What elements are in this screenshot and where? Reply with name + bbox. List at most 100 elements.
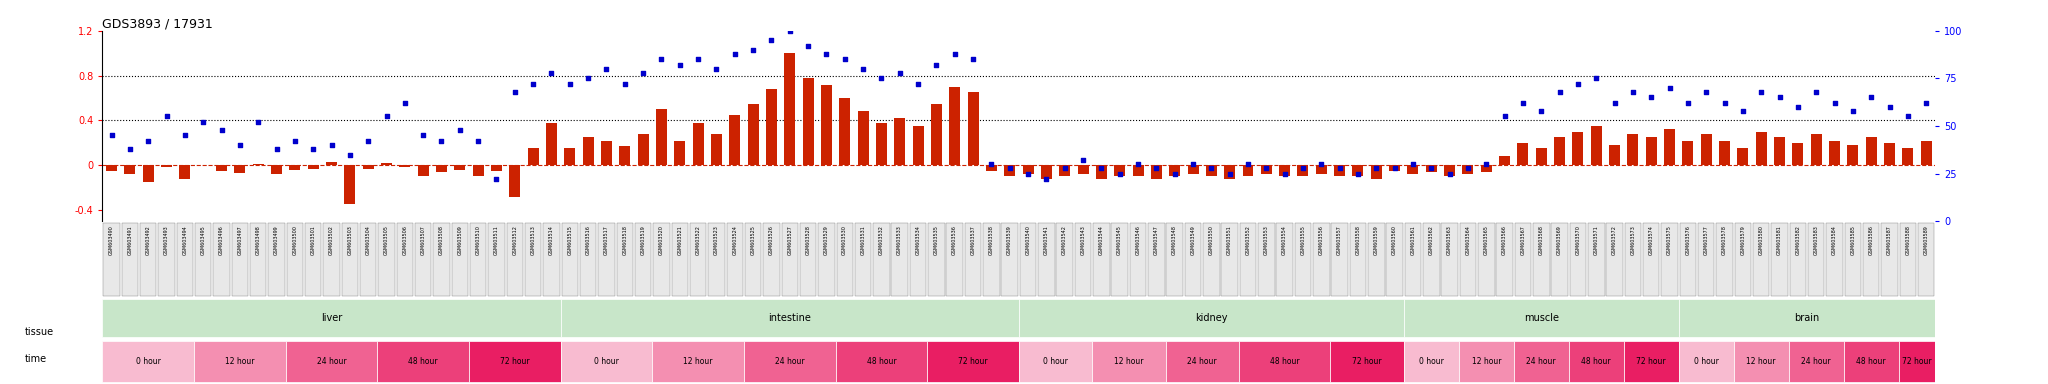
FancyBboxPatch shape (1882, 223, 1898, 296)
Text: GSM603565: GSM603565 (1485, 225, 1489, 255)
FancyBboxPatch shape (965, 223, 981, 296)
Bar (399, 165, 410, 167)
Point (901, 81, 934, 87)
Text: 0 hour: 0 hour (1694, 357, 1718, 366)
Bar (1481, 165, 1491, 172)
FancyBboxPatch shape (416, 223, 432, 296)
Point (1012, 170, 1044, 177)
Bar (1554, 137, 1565, 165)
FancyBboxPatch shape (1716, 223, 1733, 296)
Text: GSM603561: GSM603561 (1411, 225, 1415, 255)
Text: 24 hour: 24 hour (1526, 357, 1556, 366)
Bar (1151, 165, 1161, 179)
FancyBboxPatch shape (1679, 341, 1735, 382)
Point (1415, 165, 1448, 171)
FancyBboxPatch shape (543, 223, 559, 296)
Text: GSM603495: GSM603495 (201, 225, 205, 255)
Bar (1518, 143, 1528, 165)
Text: GSM603547: GSM603547 (1153, 225, 1159, 255)
FancyBboxPatch shape (854, 223, 870, 296)
Bar (289, 165, 301, 170)
Text: GSM603520: GSM603520 (659, 225, 664, 255)
Point (1470, 161, 1503, 167)
Text: GSM603539: GSM603539 (1008, 225, 1012, 255)
Bar (1022, 165, 1034, 174)
FancyBboxPatch shape (1898, 341, 1935, 382)
FancyBboxPatch shape (635, 223, 651, 296)
Bar (455, 165, 465, 170)
FancyBboxPatch shape (1094, 223, 1110, 296)
Text: GSM603510: GSM603510 (475, 225, 481, 255)
Text: GSM603581: GSM603581 (1778, 225, 1782, 255)
Bar (1407, 165, 1419, 174)
Text: GSM603549: GSM603549 (1190, 225, 1196, 255)
Bar (565, 148, 575, 165)
FancyBboxPatch shape (598, 223, 614, 296)
Text: GSM603578: GSM603578 (1722, 225, 1726, 255)
Text: GSM603509: GSM603509 (457, 225, 463, 255)
Point (535, 70, 567, 76)
FancyBboxPatch shape (561, 341, 651, 382)
FancyBboxPatch shape (469, 341, 561, 382)
Text: intestine: intestine (768, 313, 811, 323)
FancyBboxPatch shape (377, 341, 469, 382)
Text: 72 hour: 72 hour (1903, 357, 1931, 366)
FancyBboxPatch shape (305, 223, 322, 296)
Point (1489, 113, 1522, 119)
FancyBboxPatch shape (764, 223, 780, 296)
FancyBboxPatch shape (1698, 223, 1714, 296)
Text: GSM603490: GSM603490 (109, 225, 115, 255)
Point (205, 127, 238, 133)
FancyBboxPatch shape (469, 223, 487, 296)
FancyBboxPatch shape (287, 223, 303, 296)
Text: GSM603580: GSM603580 (1759, 225, 1763, 255)
Bar (1737, 148, 1749, 165)
FancyBboxPatch shape (1661, 223, 1677, 296)
Bar (932, 104, 942, 165)
Point (1341, 170, 1374, 177)
Bar (748, 104, 758, 165)
Point (1763, 94, 1796, 101)
FancyBboxPatch shape (1497, 223, 1513, 296)
FancyBboxPatch shape (1423, 223, 1440, 296)
FancyBboxPatch shape (1606, 223, 1622, 296)
FancyBboxPatch shape (745, 223, 762, 296)
Text: GSM603532: GSM603532 (879, 225, 885, 255)
Bar (1333, 165, 1346, 176)
Bar (803, 78, 813, 165)
Bar (1352, 165, 1364, 176)
Point (975, 161, 1008, 167)
FancyBboxPatch shape (1735, 341, 1788, 382)
FancyBboxPatch shape (451, 223, 469, 296)
FancyBboxPatch shape (250, 223, 266, 296)
Text: GSM603543: GSM603543 (1081, 225, 1085, 255)
Text: GSM603570: GSM603570 (1575, 225, 1581, 255)
Point (1561, 81, 1593, 87)
Point (1397, 161, 1430, 167)
Bar (674, 141, 686, 165)
Bar (711, 134, 723, 165)
FancyBboxPatch shape (1001, 223, 1018, 296)
FancyBboxPatch shape (1458, 341, 1513, 382)
Text: GSM603560: GSM603560 (1393, 225, 1397, 255)
Bar (1206, 165, 1217, 176)
FancyBboxPatch shape (1516, 223, 1532, 296)
Text: GSM603582: GSM603582 (1796, 225, 1800, 255)
Point (664, 62, 696, 68)
Text: GSM603491: GSM603491 (127, 225, 133, 255)
FancyBboxPatch shape (1276, 223, 1292, 296)
FancyBboxPatch shape (1165, 341, 1239, 382)
Text: GSM603572: GSM603572 (1612, 225, 1618, 255)
Point (938, 51, 971, 57)
Text: GSM603526: GSM603526 (768, 225, 774, 255)
Text: GSM603552: GSM603552 (1245, 225, 1251, 255)
Point (793, 43, 825, 49)
Point (186, 119, 219, 125)
FancyBboxPatch shape (651, 341, 743, 382)
Text: GSM603540: GSM603540 (1026, 225, 1030, 255)
Point (1231, 161, 1264, 167)
Point (1178, 161, 1210, 167)
Text: GSM603556: GSM603556 (1319, 225, 1323, 255)
Bar (473, 165, 483, 176)
Bar (1262, 165, 1272, 174)
